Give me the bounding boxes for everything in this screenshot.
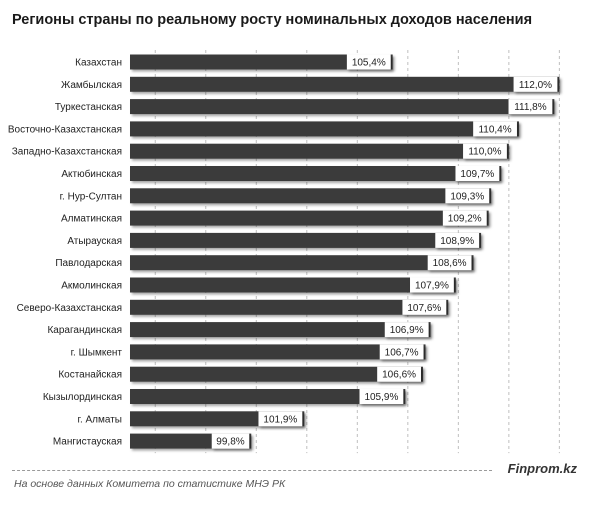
value-label: 106,7% xyxy=(385,347,419,358)
category-label: Казахстан xyxy=(75,58,122,69)
brand-logo-text: Finprom.kz xyxy=(507,461,577,476)
value-label: 110,4% xyxy=(478,124,511,135)
value-label-box xyxy=(258,411,303,427)
value-label-box xyxy=(384,322,429,338)
value-label-box xyxy=(402,299,447,315)
value-label-box xyxy=(463,143,507,159)
value-label: 106,6% xyxy=(382,370,416,381)
value-label: 109,3% xyxy=(450,191,484,202)
category-label: Атырауская xyxy=(67,236,122,247)
bar xyxy=(130,366,423,382)
value-label: 107,9% xyxy=(415,281,449,292)
value-label: 111,8% xyxy=(514,102,547,113)
bar xyxy=(130,166,502,181)
value-label: 101,9% xyxy=(263,414,297,425)
bar xyxy=(130,389,406,404)
source-note: На основе данных Комитета по статистике … xyxy=(14,478,286,490)
value-label-box xyxy=(211,433,250,449)
bar xyxy=(130,210,489,226)
value-label: 99,8% xyxy=(216,437,244,448)
value-label: 106,9% xyxy=(390,325,424,336)
value-label: 110,0% xyxy=(468,147,501,158)
bar xyxy=(130,322,431,338)
value-label: 107,6% xyxy=(407,303,441,314)
bar xyxy=(130,255,474,271)
value-label-box xyxy=(359,389,404,404)
value-label: 105,4% xyxy=(352,58,386,69)
value-label: 108,9% xyxy=(440,236,474,247)
value-label-box xyxy=(445,188,490,204)
value-label: 105,9% xyxy=(364,392,398,403)
category-label: г. Шымкент xyxy=(71,347,123,358)
value-label-box xyxy=(508,99,553,115)
bar xyxy=(130,76,560,92)
bar xyxy=(130,344,426,360)
category-label: Жамбылская xyxy=(61,79,122,91)
value-label: 112,0% xyxy=(519,80,552,91)
bar xyxy=(130,277,456,293)
value-label-box xyxy=(455,166,500,181)
category-label: г. Алматы xyxy=(78,414,122,425)
bar xyxy=(130,54,393,70)
category-label: Карагандинская xyxy=(47,325,122,336)
value-label-box xyxy=(346,54,391,70)
category-label: Западно-Казахстанская xyxy=(12,147,122,158)
value-label-box xyxy=(442,210,487,226)
bar xyxy=(130,121,519,137)
value-label-box xyxy=(377,366,421,382)
value-label-box xyxy=(473,121,517,137)
category-label: Алматинская xyxy=(61,214,122,225)
footer-divider xyxy=(12,470,492,471)
value-label: 108,6% xyxy=(433,258,467,269)
value-label: 109,2% xyxy=(448,214,482,225)
category-label: Павлодарская xyxy=(55,258,122,269)
category-label: Актюбинская xyxy=(61,168,122,180)
category-label: Акмолинская xyxy=(61,281,122,292)
value-label-box xyxy=(379,344,424,360)
category-label: г. Нур-Султан xyxy=(60,191,122,202)
category-label: Мангистауская xyxy=(53,437,122,448)
category-label: Кызылординская xyxy=(43,392,122,403)
value-label-box xyxy=(427,255,472,271)
category-label: Северо-Казахстанская xyxy=(17,303,122,314)
chart-title: Регионы страны по реальному росту номина… xyxy=(12,12,533,28)
bar xyxy=(130,99,555,115)
bar xyxy=(130,299,449,315)
category-label: Костанайская xyxy=(58,370,122,381)
bar xyxy=(130,188,492,204)
bar xyxy=(130,143,509,159)
value-label-box xyxy=(513,76,558,92)
category-label: Туркестанская xyxy=(55,102,122,113)
value-label: 109,7% xyxy=(460,169,494,180)
category-label: Восточно-Казахстанская xyxy=(8,124,122,135)
value-label-box xyxy=(410,277,454,293)
bar xyxy=(130,232,482,248)
value-label-box xyxy=(435,232,480,248)
